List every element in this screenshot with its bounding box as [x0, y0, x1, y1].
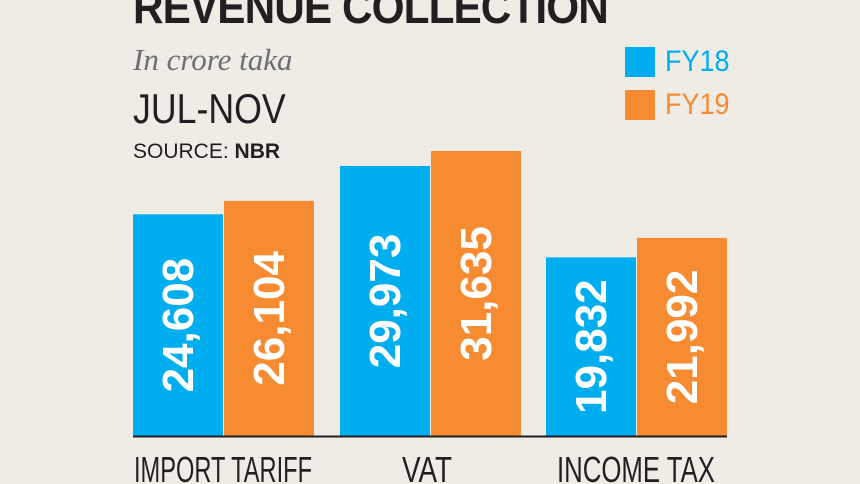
data-label-vat-fy18: 29,973: [361, 234, 410, 369]
source-line: SOURCE: NBR: [133, 140, 280, 164]
bar-import-tariff-fy18: [133, 214, 223, 436]
source-value: NBR: [234, 140, 281, 163]
legend-label-fy19: FY19: [665, 88, 730, 121]
data-label-income-tax-fy18: 19,832: [567, 279, 616, 414]
bar-import-tariff-fy19: [224, 200, 314, 436]
legend-swatch-fy19: [625, 90, 655, 120]
bar-income-tax-fy19: [637, 237, 727, 436]
x-tick-label-income-tax: INCOME TAX: [557, 449, 715, 484]
source-label: SOURCE:: [133, 140, 229, 163]
bar-vat-fy18: [340, 165, 430, 437]
chart-subtitle: In crore taka: [133, 42, 293, 77]
x-tick-label-import-tariff: IMPORT TARIFF: [134, 449, 312, 484]
data-label-vat-fy19: 31,635: [452, 226, 501, 361]
bar-income-tax-fy18: [546, 257, 636, 436]
chart-title: REVENUE COLLECTION: [133, 0, 609, 33]
period-label: JUL-NOV: [133, 85, 286, 132]
legend-swatch-fy18: [625, 47, 655, 77]
bar-vat-fy19: [431, 151, 521, 436]
legend-item-fy18: FY18: [625, 45, 737, 79]
data-label-income-tax-fy19: 21,992: [658, 270, 707, 405]
legend-item-fy19: FY19: [625, 88, 737, 122]
data-label-import-tariff-fy18: 24,608: [154, 258, 203, 393]
x-tick-label-vat: VAT: [402, 449, 452, 484]
data-label-import-tariff-fy19: 26,104: [245, 251, 294, 386]
legend-label-fy18: FY18: [665, 45, 730, 78]
